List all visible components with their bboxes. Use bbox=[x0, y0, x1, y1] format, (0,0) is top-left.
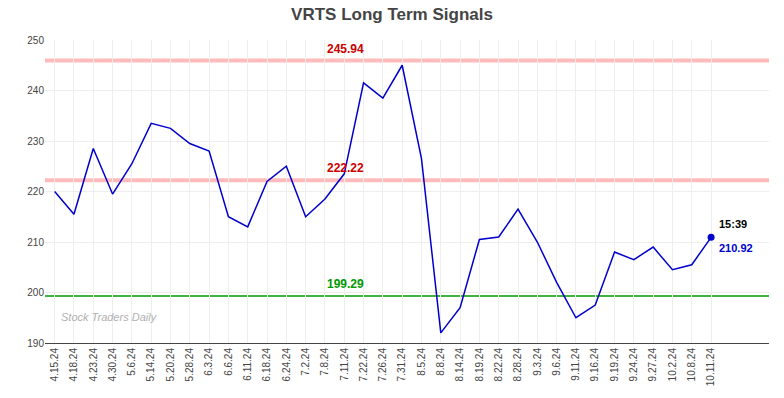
svg-text:8.28.24: 8.28.24 bbox=[512, 348, 523, 382]
svg-text:9.3.24: 9.3.24 bbox=[532, 348, 543, 376]
svg-text:210.92: 210.92 bbox=[719, 242, 753, 254]
svg-text:7.11.24: 7.11.24 bbox=[339, 348, 350, 381]
svg-text:8.8.24: 8.8.24 bbox=[435, 348, 446, 376]
svg-text:6.11.24: 6.11.24 bbox=[242, 348, 253, 381]
svg-text:8.14.24: 8.14.24 bbox=[454, 348, 465, 382]
svg-text:7.8.24: 7.8.24 bbox=[319, 348, 330, 376]
svg-text:6.6.24: 6.6.24 bbox=[223, 348, 234, 376]
svg-text:5.28.24: 5.28.24 bbox=[184, 348, 195, 382]
svg-text:10.11.24: 10.11.24 bbox=[705, 348, 716, 387]
svg-text:210: 210 bbox=[27, 237, 44, 248]
svg-text:230: 230 bbox=[27, 136, 44, 147]
svg-text:6.24.24: 6.24.24 bbox=[281, 348, 292, 382]
svg-text:5.14.24: 5.14.24 bbox=[145, 348, 156, 382]
svg-text:7.26.24: 7.26.24 bbox=[377, 348, 388, 382]
svg-text:Stock Traders Daily: Stock Traders Daily bbox=[61, 311, 158, 323]
svg-text:15:39: 15:39 bbox=[719, 218, 747, 230]
svg-text:8.22.24: 8.22.24 bbox=[493, 348, 504, 382]
svg-text:9.11.24: 9.11.24 bbox=[570, 348, 581, 381]
svg-text:4.30.24: 4.30.24 bbox=[107, 348, 118, 382]
svg-text:245.94: 245.94 bbox=[327, 42, 364, 56]
svg-text:190: 190 bbox=[27, 338, 44, 349]
svg-text:8.19.24: 8.19.24 bbox=[474, 348, 485, 382]
svg-text:222.22: 222.22 bbox=[327, 161, 364, 175]
svg-text:7.2.24: 7.2.24 bbox=[300, 348, 311, 376]
svg-text:240: 240 bbox=[27, 85, 44, 96]
svg-text:4.15.24: 4.15.24 bbox=[49, 348, 60, 382]
svg-text:200: 200 bbox=[27, 287, 44, 298]
svg-text:9.24.24: 9.24.24 bbox=[628, 348, 639, 382]
svg-text:6.3.24: 6.3.24 bbox=[203, 348, 214, 376]
svg-text:8.5.24: 8.5.24 bbox=[416, 348, 427, 376]
svg-text:5.20.24: 5.20.24 bbox=[165, 348, 176, 382]
svg-text:9.6.24: 9.6.24 bbox=[551, 348, 562, 376]
svg-text:6.18.24: 6.18.24 bbox=[261, 348, 272, 382]
svg-text:VRTS Long Term Signals: VRTS Long Term Signals bbox=[291, 5, 493, 24]
svg-text:7.22.24: 7.22.24 bbox=[358, 348, 369, 382]
svg-text:250: 250 bbox=[27, 35, 44, 46]
svg-text:9.19.24: 9.19.24 bbox=[609, 348, 620, 382]
svg-text:9.16.24: 9.16.24 bbox=[589, 348, 600, 382]
svg-text:199.29: 199.29 bbox=[327, 277, 364, 291]
svg-text:220: 220 bbox=[27, 186, 44, 197]
svg-text:7.31.24: 7.31.24 bbox=[396, 348, 407, 382]
svg-text:5.6.24: 5.6.24 bbox=[126, 348, 137, 376]
svg-text:4.18.24: 4.18.24 bbox=[68, 348, 79, 382]
svg-text:10.2.24: 10.2.24 bbox=[667, 348, 678, 382]
svg-text:4.23.24: 4.23.24 bbox=[88, 348, 99, 382]
svg-text:9.27.24: 9.27.24 bbox=[647, 348, 658, 382]
svg-text:10.8.24: 10.8.24 bbox=[686, 348, 697, 382]
